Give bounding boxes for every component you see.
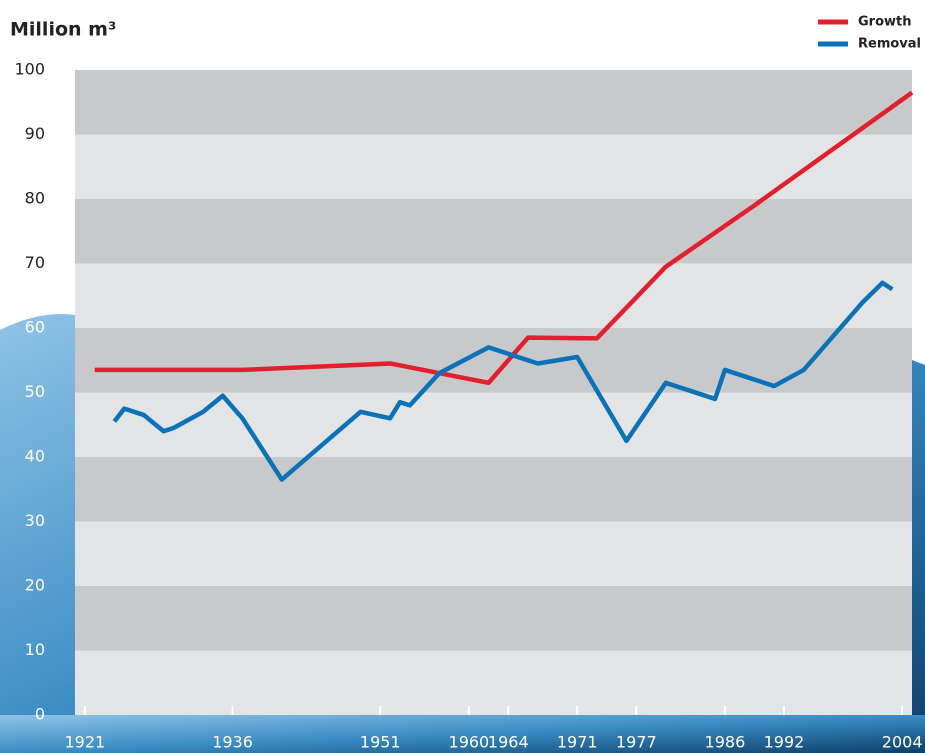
legend: Growth Removal — [818, 15, 921, 52]
x-tick-label: 1921 — [64, 733, 105, 752]
grid-band — [75, 393, 912, 458]
y-tick-label: 10 — [25, 640, 45, 659]
chart-title: Million m³ — [10, 19, 116, 41]
grid-band — [75, 135, 912, 200]
x-tick-label: 1977 — [616, 733, 657, 752]
y-tick-label: 60 — [25, 318, 45, 337]
x-tick-label: 1936 — [212, 733, 253, 752]
x-tick-label: 1992 — [764, 733, 805, 752]
legend-label: Removal — [858, 37, 921, 52]
grid-band — [75, 199, 912, 264]
x-tick-label: 1951 — [360, 733, 401, 752]
x-tick-label: 2004 — [882, 733, 923, 752]
y-tick-label: 30 — [25, 511, 45, 530]
x-tick-label: 1964 — [488, 733, 529, 752]
y-tick-label: 100 — [14, 60, 45, 79]
grid-band — [75, 522, 912, 587]
chart: Million m³ Growth Removal 0 10 20 30 40 50 60 70… — [0, 0, 925, 753]
y-tick-label: 70 — [25, 253, 45, 272]
grid-band — [75, 586, 912, 651]
y-tick-label: 40 — [25, 447, 45, 466]
y-tick-label: 80 — [25, 189, 45, 208]
x-tick-label: 1960 — [449, 733, 490, 752]
y-tick-label: 20 — [25, 576, 45, 595]
y-tick-label: 50 — [25, 382, 45, 401]
x-tick-label: 1971 — [557, 733, 598, 752]
grid-band — [75, 457, 912, 522]
grid-band — [75, 651, 912, 716]
y-tick-label: 0 — [35, 705, 45, 724]
legend-label: Growth — [858, 15, 912, 30]
grid-band — [75, 70, 912, 135]
x-tick-label: 1986 — [705, 733, 746, 752]
grid-band — [75, 328, 912, 393]
y-tick-label: 90 — [25, 124, 45, 143]
grid-band — [75, 264, 912, 329]
